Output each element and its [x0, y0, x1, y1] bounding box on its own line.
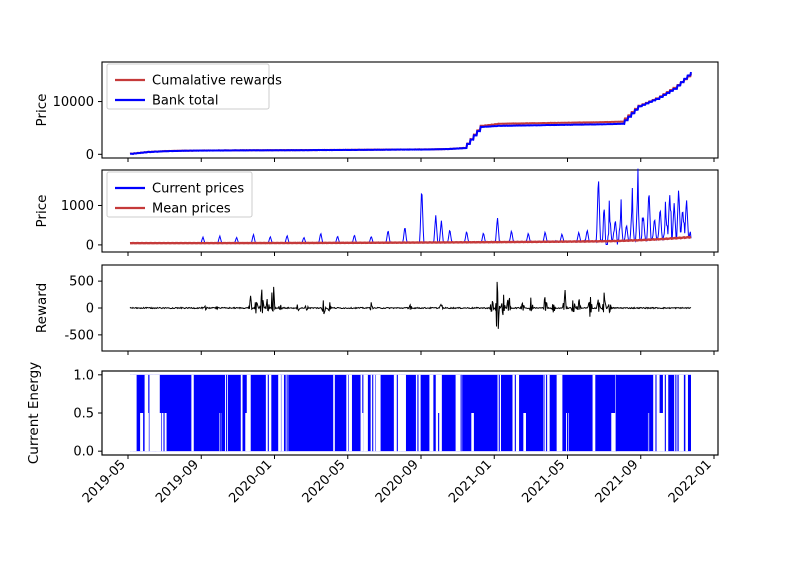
panel-reward-ytick-label: 500: [69, 275, 94, 290]
panel-energy-ytick-label: 1.0: [73, 368, 94, 383]
energy-gap: [657, 413, 664, 452]
energy-stem: [675, 374, 677, 452]
energy-gap: [471, 413, 474, 452]
energy-fill: [130, 374, 691, 452]
xtick-label: 2021-09: [593, 457, 642, 506]
energy-gap: [150, 413, 153, 452]
xtick-label: 2019-05: [80, 457, 129, 506]
panel-cumulative-ylabel: Price: [34, 94, 50, 127]
energy-gap: [455, 374, 462, 452]
energy-gap: [240, 374, 243, 452]
energy-stem: [514, 374, 516, 452]
legend-panel-cumulative-label: Bank total: [152, 94, 219, 109]
legend-panel-cumulative-box: [106, 63, 270, 110]
energy-stem: [664, 374, 666, 452]
energy-stem: [286, 374, 288, 452]
energy-gap: [130, 374, 134, 452]
energy-stem: [362, 374, 364, 452]
energy-gap: [159, 413, 162, 452]
energy-gap: [156, 413, 160, 452]
energy-gap: [144, 374, 149, 452]
panel-prices-ytick-label: 1000: [61, 199, 94, 214]
energy-gap: [375, 374, 379, 452]
energy-gap: [400, 374, 406, 452]
energy-stem: [615, 374, 618, 452]
energy-stem: [566, 413, 569, 452]
energy-stem: [220, 413, 222, 452]
energy-gap: [153, 374, 160, 452]
energy-gap: [146, 413, 149, 452]
panel-energy-ylabel: Current Energy: [26, 362, 42, 464]
panel-cumulative-frame: [101, 61, 719, 159]
energy-stem: [438, 413, 440, 452]
energy-stem: [163, 413, 165, 452]
energy-stem: [372, 374, 374, 452]
panel-prices-frame: [101, 169, 719, 253]
panel-prices-ytick-label: 0: [86, 238, 94, 253]
xtick-label: 2021-05: [519, 457, 568, 506]
series-reward: [129, 281, 692, 329]
legend-panel-prices-label: Mean prices: [152, 202, 231, 217]
xtick-label: 2020-05: [300, 457, 349, 506]
energy-gap: [592, 374, 596, 452]
energy-stem: [544, 374, 546, 452]
panel-prices-ylabel: Price: [34, 195, 50, 228]
energy-stem: [226, 374, 228, 452]
energy-stem: [655, 374, 657, 452]
energy-gap: [346, 374, 349, 452]
xtick-label: 2020-01: [226, 457, 275, 506]
energy-gap: [516, 413, 519, 452]
xtick-label: 2020-09: [373, 457, 422, 506]
energy-gap: [429, 374, 434, 452]
energy-gap: [361, 413, 364, 452]
energy-stem: [498, 374, 500, 452]
panel-reward-ytick-label: 0: [86, 302, 94, 317]
energy-gap: [377, 374, 381, 452]
energy-gap: [140, 413, 144, 452]
energy-gap: [523, 413, 526, 452]
energy-gap: [130, 374, 137, 452]
panel-energy-ytick-label: 0.5: [73, 407, 94, 422]
energy-gap: [191, 374, 194, 452]
xtick-label: 2019-09: [153, 457, 202, 506]
panel-reward-ylabel: Reward: [34, 283, 50, 333]
panel-cumulative-ytick-label: 10000: [53, 95, 94, 110]
energy-gap: [333, 374, 335, 452]
energy-stem: [267, 374, 269, 452]
energy-stem: [648, 413, 650, 452]
energy-gap: [556, 374, 563, 452]
panel-reward-ytick-label: -500: [64, 328, 94, 343]
energy-gap: [611, 413, 616, 452]
energy-stem: [396, 374, 398, 452]
panel-energy-frame-top: [101, 370, 719, 456]
energy-gap: [435, 374, 442, 452]
energy-stem: [546, 374, 548, 452]
legend-panel-prices-box: [106, 171, 253, 218]
legend-panel-prices-label: Current prices: [152, 182, 244, 197]
series-bank-total: [129, 71, 692, 155]
energy-gap: [363, 374, 368, 452]
energy-gap: [149, 374, 155, 452]
panel-energy-ytick-label: 0.0: [73, 445, 94, 460]
xtick-label: 2022-01: [666, 457, 715, 506]
energy-gap: [246, 374, 251, 452]
energy-gap: [278, 374, 281, 452]
energy-gap: [685, 374, 688, 452]
panel-cumulative-ytick-label: 0: [86, 148, 94, 163]
energy-gap: [516, 413, 518, 452]
energy-stem: [460, 374, 462, 452]
legend-panel-cumulative-label: Cumalative rewards: [152, 74, 282, 89]
series-mean-prices: [129, 235, 692, 245]
energy-gap: [348, 374, 352, 452]
energy-stem: [417, 374, 419, 452]
energy-gap: [678, 374, 684, 452]
xtick-label: 2021-01: [446, 457, 495, 506]
